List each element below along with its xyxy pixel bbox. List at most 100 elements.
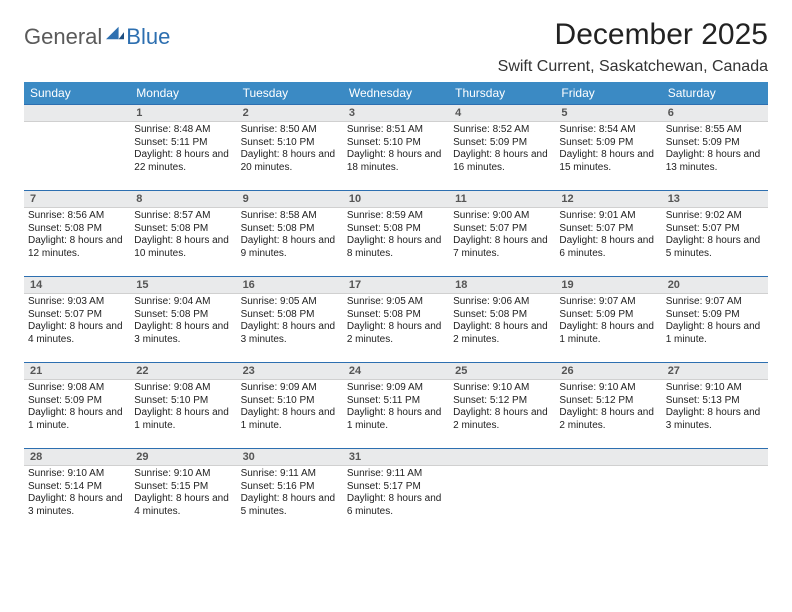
calendar-day-cell: 7Sunrise: 8:56 AMSunset: 5:08 PMDaylight… [24,190,130,276]
day-details: Sunrise: 8:52 AMSunset: 5:09 PMDaylight:… [449,122,555,178]
sunrise-text: Sunrise: 8:51 AM [347,124,445,137]
sunrise-text: Sunrise: 9:02 AM [666,210,764,223]
calendar-day-cell: 17Sunrise: 9:05 AMSunset: 5:08 PMDayligh… [343,276,449,362]
calendar-day-cell [449,448,555,534]
title-block: December 2025 Swift Current, Saskatchewa… [498,18,768,76]
daylight-text: Daylight: 8 hours and 3 minutes. [134,321,232,346]
day-details: Sunrise: 9:08 AMSunset: 5:09 PMDaylight:… [24,380,130,436]
day-details: Sunrise: 9:10 AMSunset: 5:14 PMDaylight:… [24,466,130,522]
sunrise-text: Sunrise: 9:07 AM [666,296,764,309]
calendar-day-cell: 15Sunrise: 9:04 AMSunset: 5:08 PMDayligh… [130,276,236,362]
sunrise-text: Sunrise: 9:04 AM [134,296,232,309]
day-details: Sunrise: 9:10 AMSunset: 5:12 PMDaylight:… [555,380,661,436]
calendar-week-row: 21Sunrise: 9:08 AMSunset: 5:09 PMDayligh… [24,362,768,448]
day-details: Sunrise: 9:09 AMSunset: 5:10 PMDaylight:… [237,380,343,436]
calendar-day-cell: 30Sunrise: 9:11 AMSunset: 5:16 PMDayligh… [237,448,343,534]
daylight-text: Daylight: 8 hours and 20 minutes. [241,149,339,174]
calendar-day-cell: 29 Sunrise: 9:10 AMSunset: 5:15 PMDayligh… [130,448,236,534]
day-details [662,466,768,472]
day-details: Sunrise: 8:56 AMSunset: 5:08 PMDaylight:… [24,208,130,264]
sunset-text: Sunset: 5:15 PM [134,481,232,494]
day-number: 17 [343,276,449,294]
sunrise-text: Sunrise: 8:54 AM [559,124,657,137]
calendar-page: General Blue December 2025 Swift Current… [0,0,792,612]
sunset-text: Sunset: 5:09 PM [666,309,764,322]
daylight-text: Daylight: 8 hours and 22 minutes. [134,149,232,174]
calendar-week-row: 28Sunrise: 9:10 AMSunset: 5:14 PMDayligh… [24,448,768,534]
sunset-text: Sunset: 5:08 PM [347,223,445,236]
sunset-text: Sunset: 5:12 PM [559,395,657,408]
page-title: December 2025 [498,18,768,52]
day-header: Friday [555,82,661,104]
day-details: Sunrise: 8:57 AMSunset: 5:08 PMDaylight:… [130,208,236,264]
day-number: 20 [662,276,768,294]
calendar-day-cell: 18Sunrise: 9:06 AMSunset: 5:08 PMDayligh… [449,276,555,362]
sunset-text: Sunset: 5:09 PM [559,137,657,150]
day-number: 31 [343,448,449,466]
calendar-day-cell: 4Sunrise: 8:52 AMSunset: 5:09 PMDaylight… [449,104,555,190]
day-header: Monday [130,82,236,104]
sunrise-text: Sunrise: 9:10 AM [134,468,232,481]
daylight-text: Daylight: 8 hours and 13 minutes. [666,149,764,174]
day-header: Thursday [449,82,555,104]
daylight-text: Daylight: 8 hours and 18 minutes. [347,149,445,174]
calendar-day-cell: 28Sunrise: 9:10 AMSunset: 5:14 PMDayligh… [24,448,130,534]
day-number: 22 [130,362,236,380]
day-details: Sunrise: 9:11 AMSunset: 5:17 PMDaylight:… [343,466,449,522]
brand-word-2: Blue [126,24,170,50]
sunset-text: Sunset: 5:10 PM [241,395,339,408]
sunrise-text: Sunrise: 9:05 AM [347,296,445,309]
sunrise-text: Sunrise: 9:10 AM [453,382,551,395]
sunset-text: Sunset: 5:11 PM [347,395,445,408]
sunset-text: Sunset: 5:09 PM [453,137,551,150]
sunset-text: Sunset: 5:08 PM [241,309,339,322]
calendar-day-cell: 1Sunrise: 8:48 AMSunset: 5:11 PMDaylight… [130,104,236,190]
sunrise-text: Sunrise: 9:09 AM [241,382,339,395]
day-details: Sunrise: 9:08 AMSunset: 5:10 PMDaylight:… [130,380,236,436]
brand-word-1: General [24,24,102,50]
day-details [449,466,555,472]
day-number: 16 [237,276,343,294]
calendar-week-row: 7Sunrise: 8:56 AMSunset: 5:08 PMDaylight… [24,190,768,276]
day-details: Sunrise: 8:54 AMSunset: 5:09 PMDaylight:… [555,122,661,178]
sunrise-text: Sunrise: 9:00 AM [453,210,551,223]
calendar-day-cell [662,448,768,534]
calendar-day-cell: 23Sunrise: 9:09 AMSunset: 5:10 PMDayligh… [237,362,343,448]
calendar-day-cell: 12Sunrise: 9:01 AMSunset: 5:07 PMDayligh… [555,190,661,276]
day-number: 26 [555,362,661,380]
daylight-text: Daylight: 8 hours and 1 minute. [241,407,339,432]
day-number: 3 [343,104,449,122]
brand-mark-icon [106,26,124,40]
daylight-text: Daylight: 8 hours and 4 minutes. [28,321,126,346]
calendar-day-cell: 21Sunrise: 9:08 AMSunset: 5:09 PMDayligh… [24,362,130,448]
day-details: Sunrise: 9:03 AMSunset: 5:07 PMDaylight:… [24,294,130,350]
sunrise-text: Sunrise: 8:57 AM [134,210,232,223]
day-number: 24 [343,362,449,380]
day-number: 29 [130,448,236,466]
day-details: Sunrise: 9:07 AMSunset: 5:09 PMDaylight:… [555,294,661,350]
sunset-text: Sunset: 5:08 PM [134,309,232,322]
day-details: Sunrise: 8:51 AMSunset: 5:10 PMDaylight:… [343,122,449,178]
sunrise-text: Sunrise: 9:10 AM [559,382,657,395]
daylight-text: Daylight: 8 hours and 12 minutes. [28,235,126,260]
daylight-text: Daylight: 8 hours and 16 minutes. [453,149,551,174]
daylight-text: Daylight: 8 hours and 4 minutes. [134,493,232,518]
day-number: 30 [237,448,343,466]
sunrise-text: Sunrise: 9:08 AM [28,382,126,395]
sunrise-text: Sunrise: 9:03 AM [28,296,126,309]
sunrise-text: Sunrise: 9:11 AM [241,468,339,481]
brand-logo: General Blue [24,18,170,50]
daylight-text: Daylight: 8 hours and 6 minutes. [559,235,657,260]
day-number: 23 [237,362,343,380]
calendar-day-cell: 26Sunrise: 9:10 AMSunset: 5:12 PMDayligh… [555,362,661,448]
sunrise-text: Sunrise: 9:07 AM [559,296,657,309]
daylight-text: Daylight: 8 hours and 3 minutes. [666,407,764,432]
sunset-text: Sunset: 5:13 PM [666,395,764,408]
sunset-text: Sunset: 5:07 PM [666,223,764,236]
day-number: 19 [555,276,661,294]
sunrise-text: Sunrise: 8:50 AM [241,124,339,137]
sunset-text: Sunset: 5:07 PM [28,309,126,322]
day-number [555,448,661,466]
day-details: Sunrise: 9:10 AMSunset: 5:13 PMDaylight:… [662,380,768,436]
sunrise-text: Sunrise: 9:01 AM [559,210,657,223]
